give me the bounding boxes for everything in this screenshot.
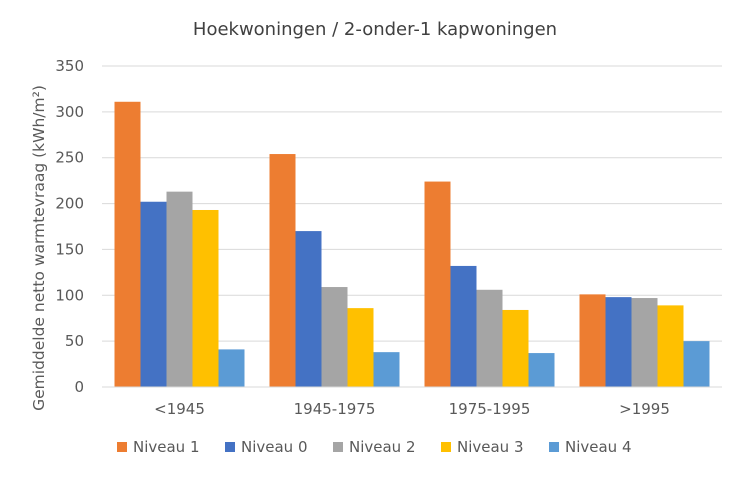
bar — [657, 305, 684, 387]
legend-label: Niveau 3 — [457, 438, 524, 456]
bar — [321, 287, 348, 387]
x-axis-categories: <1945 1945-1975 1975-1995 >1995 — [154, 400, 670, 418]
x-category-label: 1945-1975 — [294, 400, 376, 418]
bar — [166, 191, 193, 387]
y-tick-label: 100 — [55, 286, 84, 304]
bar — [450, 265, 477, 387]
legend-swatch — [441, 442, 451, 452]
legend: Niveau 1 Niveau 0 Niveau 2 Niveau 3 Niveau 4 — [117, 438, 632, 456]
y-tick-label: 150 — [55, 240, 84, 258]
legend-label: Niveau 0 — [241, 438, 308, 456]
legend-label: Niveau 2 — [349, 438, 416, 456]
bar — [269, 154, 296, 387]
bar — [114, 101, 141, 388]
bar — [373, 352, 400, 387]
bar — [218, 349, 245, 387]
y-axis-ticks: 0 50 100 150 200 250 300 350 — [55, 57, 84, 396]
bar — [528, 353, 555, 387]
legend-label: Niveau 4 — [565, 438, 632, 456]
bar — [295, 231, 322, 387]
y-tick-label: 300 — [55, 103, 84, 121]
x-category-label: 1975-1995 — [449, 400, 531, 418]
bar — [605, 297, 632, 387]
bar — [476, 289, 503, 387]
y-tick-label: 200 — [55, 195, 84, 213]
bar — [631, 298, 658, 387]
bar — [683, 341, 710, 387]
x-category-label: >1995 — [619, 400, 670, 418]
legend-swatch — [225, 442, 235, 452]
legend-label: Niveau 1 — [133, 438, 200, 456]
bar — [579, 294, 606, 387]
y-tick-label: 50 — [65, 332, 84, 350]
y-tick-label: 350 — [55, 57, 84, 75]
y-tick-label: 250 — [55, 149, 84, 167]
bars — [114, 101, 710, 388]
bar — [502, 309, 529, 387]
bar — [347, 308, 374, 387]
legend-swatch — [549, 442, 559, 452]
bar — [140, 201, 167, 387]
legend-swatch — [333, 442, 343, 452]
bar — [424, 181, 451, 387]
chart-title: Hoekwoningen / 2-onder-1 kapwoningen — [193, 19, 557, 40]
x-category-label: <1945 — [154, 400, 205, 418]
bar — [192, 209, 219, 387]
y-axis-label: Gemiddelde netto warmtevraag (kWh/m²) — [30, 85, 48, 411]
legend-swatch — [117, 442, 127, 452]
y-tick-label: 0 — [74, 378, 84, 396]
